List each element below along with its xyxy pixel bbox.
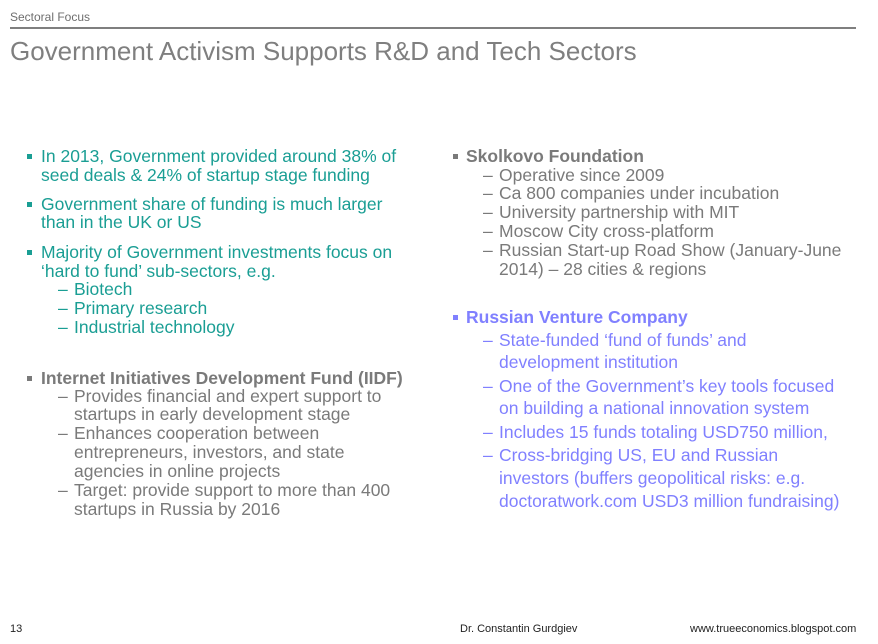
sub-bullet-text: development institution: [499, 352, 678, 372]
sub-bullet-text: Industrial technology: [74, 317, 235, 337]
bullet-text: Majority of Government investments focus…: [41, 242, 393, 262]
dash-icon: –: [483, 445, 493, 465]
sub-bullet-text: startups in Russia by 2016: [74, 499, 281, 519]
dash-icon: –: [483, 183, 493, 203]
dash-icon: –: [58, 386, 68, 406]
bullet-text: seed deals & 24% of startup stage fundin…: [41, 165, 370, 185]
sub-bullet-text: entrepreneurs, investors, and state: [74, 442, 345, 462]
dash-icon: –: [58, 423, 68, 443]
section-label: Sectoral Focus: [10, 10, 91, 24]
footer-url: www.trueeconomics.blogspot.com: [690, 623, 857, 635]
sub-bullet-text: State-funded ‘fund of funds’ and: [499, 330, 747, 350]
dash-icon: –: [483, 422, 493, 442]
sub-bullet-text: University partnership with MIT: [499, 202, 740, 222]
dash-icon: –: [483, 240, 493, 260]
dash-icon: –: [483, 376, 493, 396]
sub-bullet-text: 2014) – 28 cities & regions: [499, 259, 707, 279]
dash-icon: –: [58, 317, 68, 337]
dash-icon: –: [58, 480, 68, 500]
sub-bullet-text: One of the Government’s key tools focuse…: [499, 376, 835, 396]
sub-bullet-text: Operative since 2009: [499, 165, 665, 185]
sub-bullet-text: Cross-bridging US, EU and Russian: [499, 445, 779, 465]
bullet-text: than in the UK or US: [41, 212, 202, 232]
dash-icon: –: [483, 202, 493, 222]
sub-bullet-text: Biotech: [74, 279, 133, 299]
bullet-square-icon: [27, 202, 32, 207]
bullet-square-icon: [27, 154, 32, 159]
sub-bullet-text: investors (buffers geopolitical risks: e…: [499, 468, 806, 488]
dash-icon: –: [58, 279, 68, 299]
sub-bullet-text: Ca 800 companies under incubation: [499, 183, 780, 203]
sub-bullet-text: Includes 15 funds totaling USD750 millio…: [499, 422, 828, 442]
page-number: 13: [10, 623, 23, 635]
dash-icon: –: [483, 330, 493, 350]
bullet-square-icon: [27, 376, 32, 381]
sub-bullet-text: doctoratwork.com USD3 million fundraisin…: [499, 491, 840, 511]
sub-bullet-text: Russian Start-up Road Show (January-June: [499, 240, 842, 260]
bullet-square-icon: [453, 154, 458, 159]
bullet-text: Government share of funding is much larg…: [41, 194, 383, 214]
sub-bullet-text: agencies in online projects: [74, 461, 281, 481]
sub-bullet-text: on building a national innovation system: [499, 398, 810, 418]
footer-author: Dr. Constantin Gurdgiev: [460, 623, 578, 635]
page-title: Government Activism Supports R&D and Tec…: [10, 36, 637, 66]
bullet-text: Internet Initiatives Development Fund (I…: [41, 368, 403, 388]
sub-bullet-text: Moscow City cross-platform: [499, 221, 714, 241]
sub-bullet-text: startups in early development stage: [74, 404, 351, 424]
bullet-text: Skolkovo Foundation: [466, 146, 644, 166]
bullet-text: Russian Venture Company: [466, 307, 688, 327]
sub-bullet-text: Provides financial and expert support to: [74, 386, 382, 406]
sub-bullet-text: Target: provide support to more than 400: [74, 480, 391, 500]
dash-icon: –: [483, 165, 493, 185]
bullet-square-icon: [27, 250, 32, 255]
dash-icon: –: [483, 221, 493, 241]
dash-icon: –: [58, 298, 68, 318]
bullet-square-icon: [453, 315, 458, 320]
bullet-text: ‘hard to fund’ sub-sectors, e.g.: [41, 261, 276, 281]
header-divider: [10, 27, 856, 29]
sub-bullet-text: Primary research: [74, 298, 208, 318]
sub-bullet-text: Enhances cooperation between: [74, 423, 320, 443]
bullet-text: In 2013, Government provided around 38% …: [41, 146, 397, 166]
